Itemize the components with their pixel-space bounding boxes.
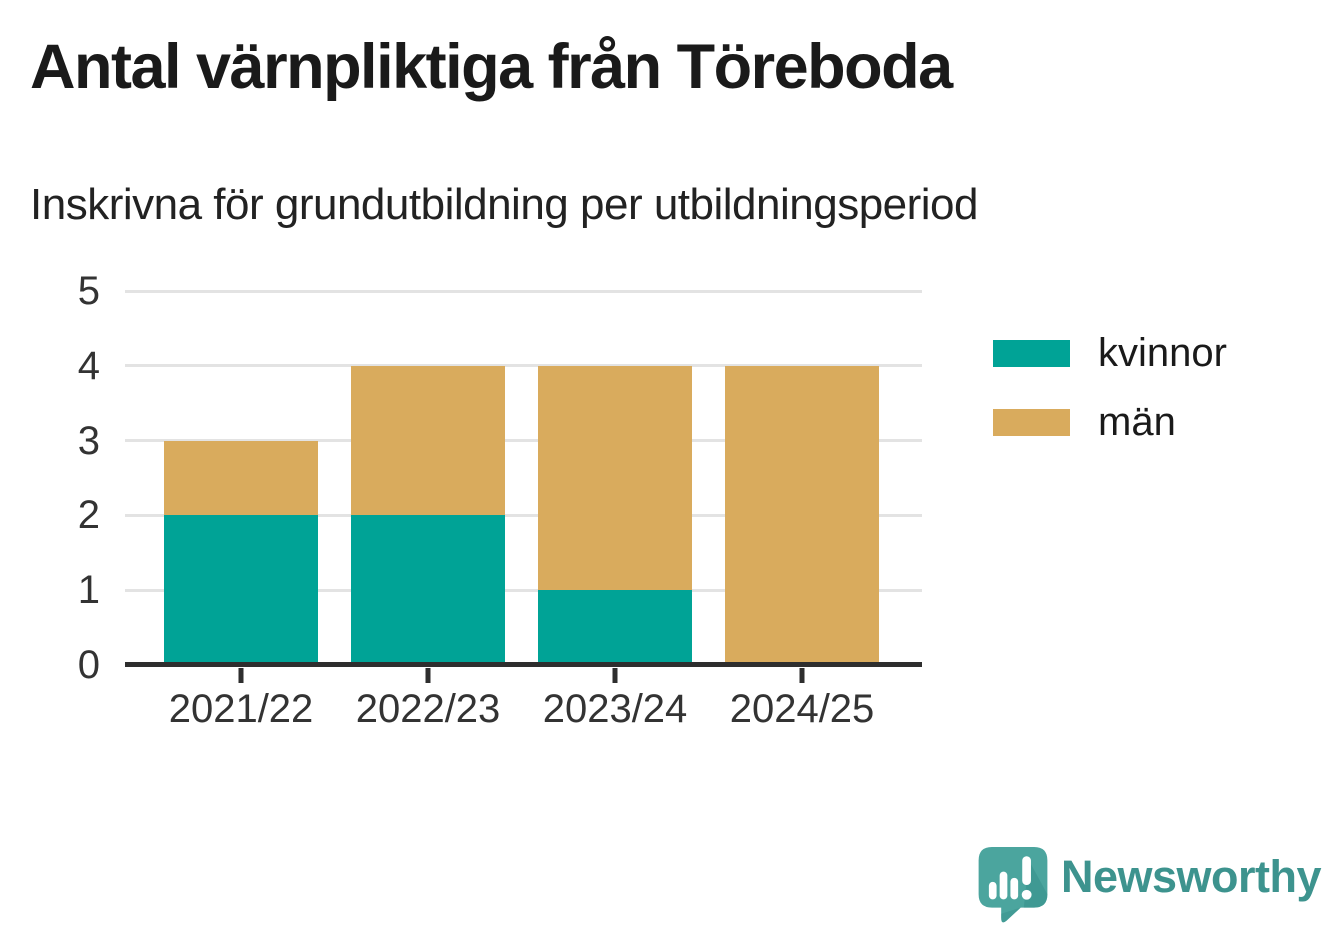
y-tick-label: 4 bbox=[77, 343, 100, 388]
legend-item: män bbox=[993, 402, 1227, 442]
gridline bbox=[125, 513, 922, 517]
x-axis-tick bbox=[612, 668, 618, 683]
page-subtitle: Inskrivna för grundutbildning per utbild… bbox=[30, 180, 979, 229]
y-tick-label: 5 bbox=[77, 269, 100, 313]
newsworthy-speech-bubble-icon bbox=[978, 847, 1048, 923]
x-tick-label: 2024/25 bbox=[729, 687, 875, 731]
brand-logo: Newsworthy bbox=[977, 846, 1322, 924]
legend-label: kvinnor bbox=[1098, 331, 1227, 375]
x-axis-line bbox=[125, 662, 922, 667]
brand-wordmark: Newsworthy bbox=[1061, 851, 1322, 902]
bar-segment-kvinnor bbox=[351, 515, 505, 665]
x-tick-label: 2023/24 bbox=[542, 687, 688, 731]
gridline bbox=[125, 588, 922, 592]
gridline bbox=[125, 289, 922, 293]
bar-segment-män bbox=[538, 365, 692, 591]
page-title: Antal värnpliktiga från Töreboda bbox=[30, 32, 953, 102]
x-axis-tick bbox=[799, 668, 805, 683]
x-axis-tick bbox=[425, 668, 431, 683]
bar-segment-kvinnor bbox=[538, 590, 692, 665]
gridline bbox=[125, 439, 922, 443]
x-tick-label: 2022/23 bbox=[355, 687, 501, 731]
y-tick-label: 2 bbox=[77, 493, 100, 538]
y-tick-label: 1 bbox=[77, 568, 100, 613]
bar-segment-kvinnor bbox=[164, 515, 318, 665]
bar-segment-män bbox=[164, 440, 318, 516]
bar-segment-män bbox=[725, 365, 879, 665]
legend-item: kvinnor bbox=[993, 333, 1227, 373]
legend-swatch-kvinnor bbox=[993, 339, 1070, 367]
gridline bbox=[125, 364, 922, 368]
legend-swatch-män bbox=[993, 408, 1070, 436]
legend-label: män bbox=[1098, 400, 1176, 444]
y-tick-label: 0 bbox=[77, 643, 100, 687]
x-tick-label: 2021/22 bbox=[168, 687, 314, 731]
chart-legend: kvinnor män bbox=[993, 333, 1227, 471]
plot-area: 0 1 2 3 4 5 2021/22 2022/23 2023/24 2024/25 bbox=[78, 271, 922, 729]
x-axis-tick bbox=[238, 668, 244, 683]
y-tick-label: 3 bbox=[77, 418, 100, 463]
bar-segment-män bbox=[351, 365, 505, 516]
